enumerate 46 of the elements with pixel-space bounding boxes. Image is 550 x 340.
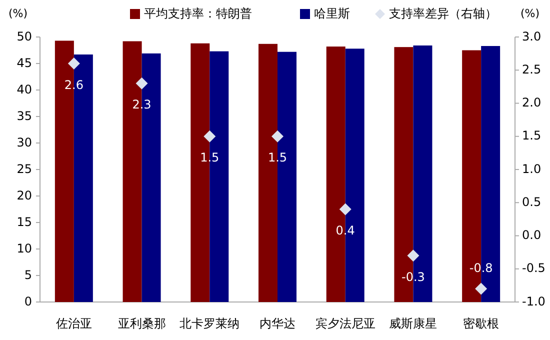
x-tick-label: 北卡罗莱纳: [180, 316, 240, 330]
x-tick-label: 亚利桑那: [118, 316, 166, 330]
y2-tick-label: 1.0: [522, 162, 542, 176]
y-tick-label: 20: [16, 188, 32, 202]
y-tick-label: 15: [16, 214, 32, 229]
data-label: -0.3: [402, 270, 425, 284]
point: [68, 58, 80, 70]
legend-label: 平均支持率：特朗普: [144, 6, 252, 20]
y2-tick-label: 2.0: [522, 96, 542, 110]
x-tick-label: 宾夕法尼亚: [315, 316, 376, 330]
data-label: -0.8: [469, 261, 493, 276]
y2-axis-title: (%): [520, 7, 540, 20]
legend-label: 支持率差异（右轴）: [389, 6, 497, 20]
y-tick-label: 5: [24, 268, 32, 282]
y-axis-title: (%): [8, 7, 28, 20]
y-tick-label: 45: [16, 56, 32, 70]
y2-tick-label: 2.5: [522, 62, 542, 76]
x-tick-label: 威斯康星: [389, 316, 438, 330]
point: [272, 130, 284, 142]
y-tick-label: 25: [16, 162, 32, 176]
x-tick-label: 密歇根: [463, 316, 500, 330]
y-tick-label: 50: [16, 29, 32, 44]
point: [407, 250, 420, 262]
x-tick-label: 内华达: [260, 316, 296, 330]
x-tick-label: 佐治亚: [56, 316, 92, 330]
data-label: 2.6: [64, 78, 84, 92]
data-label: 0.4: [336, 224, 355, 238]
legend-label: 哈里斯: [314, 6, 350, 20]
y-tick-label: 0: [24, 294, 32, 308]
y2-tick-label: 3.0: [522, 29, 542, 44]
y2-tick-label: -0.5: [522, 261, 546, 276]
point: [339, 203, 352, 216]
point: [136, 77, 148, 90]
y2-tick-label: 0.5: [522, 194, 542, 209]
y-tick-label: 35: [16, 108, 32, 123]
y2-tick-label: 0.0: [522, 228, 542, 242]
data-label: 1.5: [200, 150, 220, 165]
point: [475, 282, 488, 295]
y-tick-label: 40: [16, 82, 32, 96]
y2-tick-label: -1.0: [522, 294, 546, 308]
point: [204, 130, 216, 142]
y-tick-label: 10: [16, 241, 32, 256]
data-label: 2.3: [132, 98, 152, 112]
data-label: 1.5: [268, 150, 288, 165]
y-tick-label: 30: [16, 135, 32, 150]
y2-tick-label: 1.5: [522, 128, 542, 143]
